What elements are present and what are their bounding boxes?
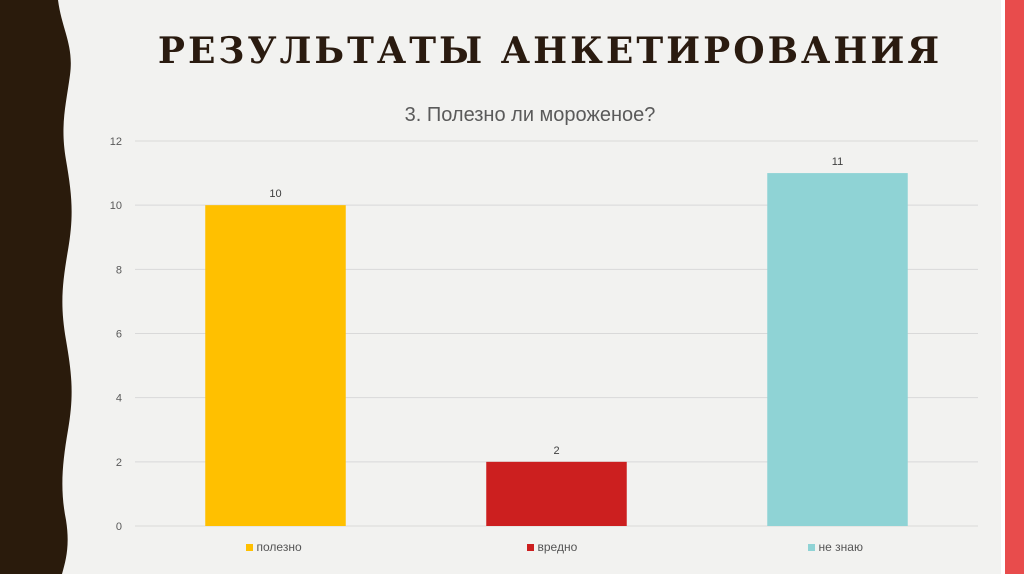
bars [205,173,908,527]
y-tick-label: 8 [116,264,122,276]
legend-label: вредно [537,540,578,554]
y-axis-ticks: 0 2 4 6 8 10 12 [110,136,122,533]
right-strip-red [1005,0,1024,574]
legend-label: не знаю [818,540,863,554]
legend: полезно вредно не знаю [0,540,1024,560]
legend-item: вредно [526,540,578,554]
right-decorative-strip [1001,0,1024,574]
y-tick-label: 10 [110,200,122,212]
y-tick-label: 4 [116,393,122,405]
y-tick-label: 6 [116,329,122,341]
right-strip-white [1001,0,1005,574]
legend-item: полезно [245,540,302,554]
chart-title: 3. Полезно ли мороженое? [405,104,656,126]
y-tick-label: 2 [116,457,122,469]
data-label: 2 [553,445,559,457]
legend-item: не знаю [807,540,863,554]
bar-3 [767,173,908,527]
legend-swatch [807,543,815,551]
legend-swatch [526,543,534,551]
legend-label: полезно [256,540,302,554]
bar-2 [486,461,627,526]
data-labels: 10 2 11 [269,156,843,457]
bar-1 [205,205,346,526]
y-tick-label: 0 [116,521,122,533]
legend-swatch [245,543,253,551]
y-tick-label: 12 [110,136,122,148]
data-label: 11 [832,156,843,168]
data-label: 10 [269,188,281,200]
left-decorative-strip [0,0,72,574]
slide-title: РЕЗУЛЬТАТЫ АНКЕТИРОВАНИЯ [157,30,943,72]
